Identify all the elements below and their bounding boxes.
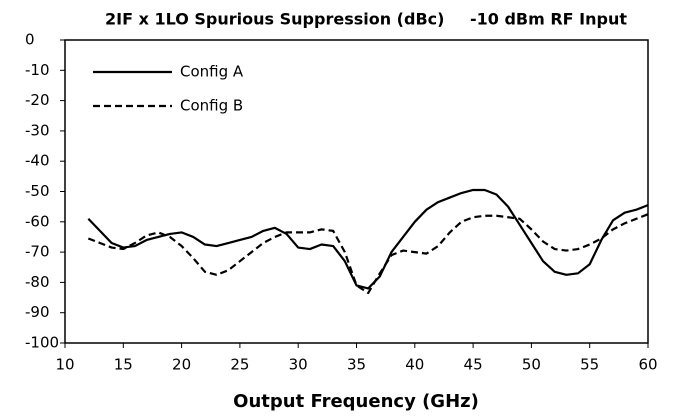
x-tick-label: 45 — [464, 356, 483, 374]
x-tick-label: 50 — [522, 356, 541, 374]
x-tick-label: 10 — [55, 356, 74, 374]
x-tick-label: 40 — [405, 356, 424, 374]
x-tick-label: 60 — [638, 356, 657, 374]
x-axis-label: Output Frequency (GHz) — [233, 391, 479, 412]
chart-title: 2IF x 1LO Spurious Suppression (dBc) — [105, 10, 444, 29]
y-tick-label: -80 — [25, 273, 50, 291]
y-tick-label: -10 — [25, 61, 50, 79]
series-line — [87, 188, 649, 290]
legend-label: Config B — [180, 97, 243, 115]
y-tick-label: 0 — [25, 31, 35, 49]
y-tick-label: -30 — [25, 121, 50, 139]
y-tick-label: -70 — [25, 243, 50, 261]
y-tick-label: -60 — [25, 212, 50, 230]
y-tick-label: -100 — [25, 334, 59, 352]
chart-subtitle: -10 dBm RF Input — [470, 10, 627, 29]
x-tick-label: 25 — [230, 356, 249, 374]
y-tick-label: -40 — [25, 152, 50, 170]
series-line — [87, 213, 649, 295]
legend-label: Config A — [180, 63, 244, 81]
x-tick-label: 35 — [347, 356, 366, 374]
x-tick-label: 15 — [114, 356, 133, 374]
y-tick-label: -90 — [25, 303, 50, 321]
x-tick-label: 20 — [172, 356, 191, 374]
x-tick-label: 30 — [289, 356, 308, 374]
y-tick-label: -20 — [25, 91, 50, 109]
y-tick-label: -50 — [25, 182, 50, 200]
plot-frame — [64, 39, 649, 344]
x-tick-label: 55 — [580, 356, 599, 374]
